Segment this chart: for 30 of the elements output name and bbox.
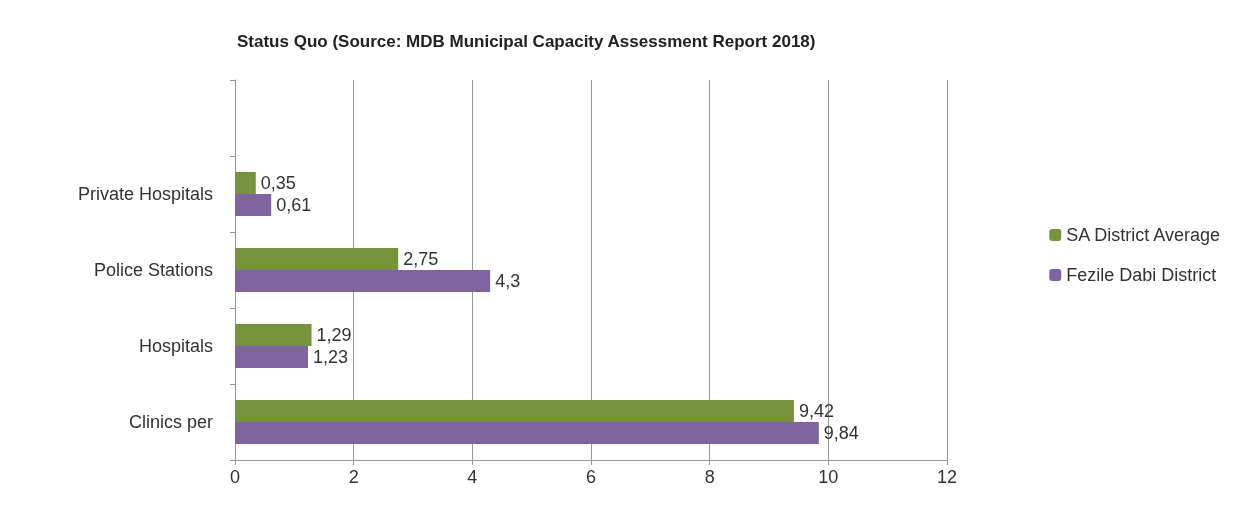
bar xyxy=(235,400,794,422)
x-tick-label: 12 xyxy=(936,467,958,487)
data-label: 4,3 xyxy=(495,271,521,291)
data-label: 2,75 xyxy=(403,249,439,269)
x-tick-label: 4 xyxy=(467,467,478,487)
bar xyxy=(235,422,819,444)
x-tick-label: 0 xyxy=(229,467,241,487)
y-tick-label: Private Hospitals xyxy=(77,184,213,204)
data-label: 9,42 xyxy=(798,401,834,421)
legend-label: SA District Average xyxy=(1066,225,1221,245)
data-label: 9,84 xyxy=(823,423,859,443)
x-tick-label: 2 xyxy=(348,467,359,487)
bar xyxy=(235,324,312,346)
x-tick-label: 10 xyxy=(818,467,839,487)
bar xyxy=(235,346,308,368)
bar xyxy=(235,248,399,270)
bar xyxy=(235,194,272,216)
legend-label: Fezile Dabi District xyxy=(1066,265,1217,285)
data-label: 0,35 xyxy=(260,173,296,193)
y-tick-label: Police Stations xyxy=(93,260,213,280)
data-label: 0,61 xyxy=(276,195,312,215)
data-label: 1,23 xyxy=(312,347,349,367)
chart-title: Status Quo (Source: MDB Municipal Capacity Assessment Report 2018) xyxy=(237,32,816,51)
data-label: 1,29 xyxy=(316,325,352,345)
bar xyxy=(235,172,256,194)
y-tick-label: Hospitals xyxy=(138,336,213,356)
x-tick-label: 8 xyxy=(704,467,715,487)
bar xyxy=(235,270,491,292)
y-tick-label: Clinics per xyxy=(128,412,213,432)
x-tick-label: 6 xyxy=(585,467,597,487)
